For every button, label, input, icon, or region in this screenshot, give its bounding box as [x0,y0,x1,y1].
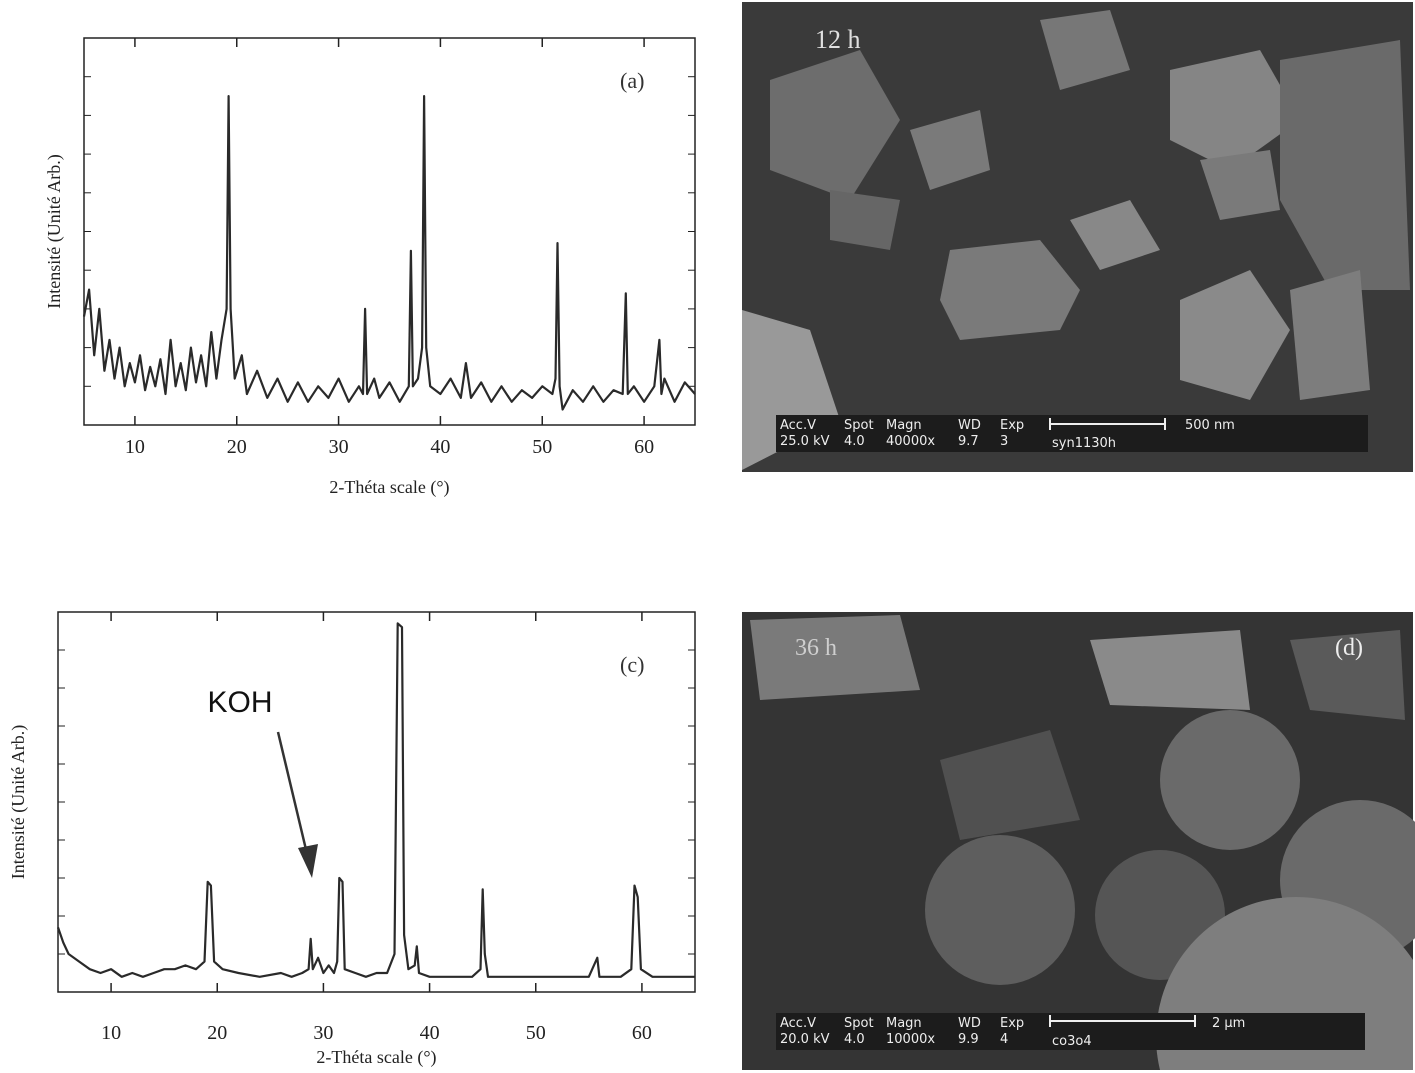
info-value: 10000x [886,1032,935,1047]
info-header: Exp [1000,418,1024,433]
info-value: 4 [1000,1032,1008,1047]
info-header: Acc.V [780,418,816,433]
info-value: 4.0 [844,434,865,449]
info-header: Spot [844,418,874,433]
image-label: 12 h [815,25,861,54]
sem-image [742,2,1413,472]
x-tick-label: 40 [430,436,450,458]
x-axis-label: 2-Théta scale (°) [316,1047,436,1068]
info-block: Acc.V Spot Magn WD Exp 20.0 kV 4.0 10000x 9.9 4 [780,1016,1024,1047]
panel-label: (c) [620,652,644,677]
y-axis-label: Intensité (Unité Arb.) [8,725,29,879]
x-tick-label: 20 [227,436,247,458]
info-bar [776,415,1368,452]
sem-image [742,612,1415,1070]
x-tick-label: 30 [329,436,349,458]
image-label: 36 h [795,635,837,661]
x-tick-label: 60 [634,436,654,458]
info-value: 9.9 [958,1032,979,1047]
x-axis-label: 2-Théta scale (°) [329,477,449,498]
info-header: Magn [886,418,922,433]
x-tick-label: 60 [632,1022,652,1044]
info-bar [776,1013,1365,1050]
arrow-head [298,844,318,878]
sample-name: co3o4 [1052,1034,1092,1049]
info-value: 9.7 [958,434,979,449]
x-tick-label: 50 [532,436,552,458]
x-tick-label: 10 [101,1022,121,1044]
sample-name: syn1130h [1052,436,1116,451]
info-value: 4.0 [844,1032,865,1047]
plot-frame [57,611,696,993]
info-value: 3 [1000,434,1008,449]
info-value: 40000x [886,434,935,449]
annotation: KOH [207,686,272,719]
info-block: Acc.V Spot Magn WD Exp 25.0 kV 4.0 40000x 9.7 3 [780,418,1024,449]
panel-label: (d) [1335,635,1363,661]
info-value: 25.0 kV [780,434,830,449]
info-header: WD [958,1016,981,1031]
info-header: Acc.V [780,1016,816,1031]
x-tick-label: 40 [420,1022,440,1044]
xrd-line [56,622,695,978]
info-header: Exp [1000,1016,1024,1031]
info-value: 20.0 kV [780,1032,830,1047]
x-tick-label: 50 [526,1022,546,1044]
x-tick-label: 30 [313,1022,333,1044]
x-tick-label: 20 [207,1022,227,1044]
info-header: WD [958,418,981,433]
y-axis-label: Intensité (Unité Arb.) [44,154,65,308]
scale-label: 500 nm [1185,418,1235,433]
xrd-line [82,95,696,411]
scale-label: 2 µm [1212,1016,1245,1031]
info-header: Spot [844,1016,874,1031]
info-header: Magn [886,1016,922,1031]
x-tick-label: 10 [125,436,145,458]
annotation-arrow [276,731,310,859]
panel-label: (a) [620,68,644,93]
plot-frame [83,37,696,426]
